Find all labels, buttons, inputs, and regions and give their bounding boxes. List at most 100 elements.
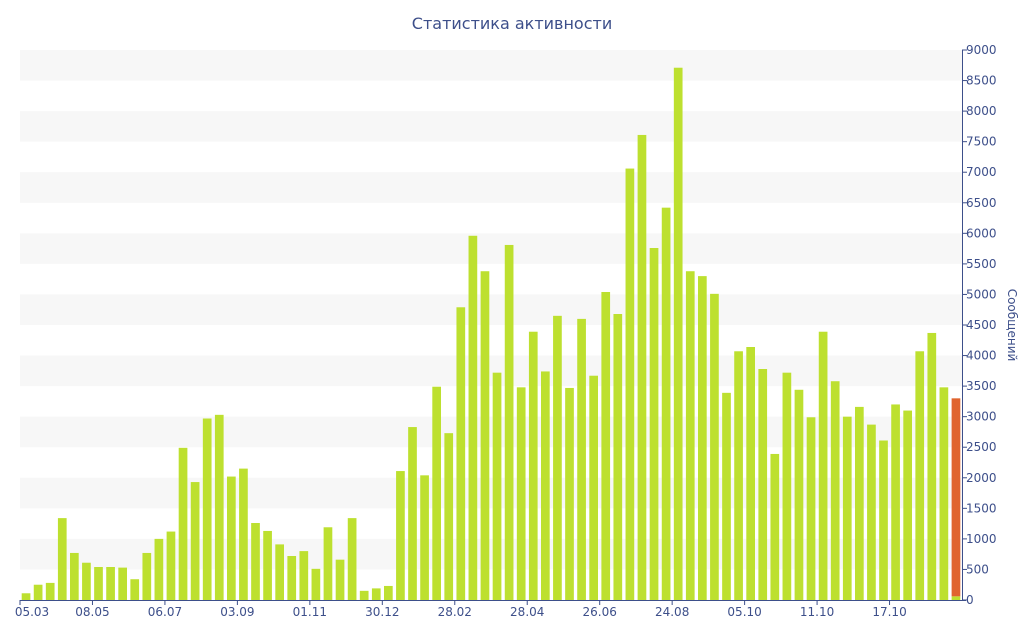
bar[interactable] xyxy=(625,168,635,601)
bar[interactable] xyxy=(359,590,369,600)
bar[interactable] xyxy=(830,381,840,600)
bar[interactable] xyxy=(601,292,611,600)
bar[interactable] xyxy=(299,551,309,600)
bar[interactable] xyxy=(130,579,140,600)
bar[interactable] xyxy=(927,332,937,600)
bar[interactable] xyxy=(553,315,562,600)
bar[interactable] xyxy=(806,417,816,600)
bar[interactable] xyxy=(82,562,91,600)
bar[interactable] xyxy=(794,389,804,600)
bar[interactable] xyxy=(57,518,67,600)
bar[interactable] xyxy=(710,293,719,600)
bar[interactable] xyxy=(311,568,321,600)
bar[interactable] xyxy=(33,584,43,600)
bar[interactable] xyxy=(371,588,381,600)
bar[interactable] xyxy=(154,538,164,600)
bar[interactable] xyxy=(383,585,393,600)
bar[interactable] xyxy=(335,559,345,600)
bar[interactable] xyxy=(251,523,260,600)
bar[interactable] xyxy=(842,416,852,600)
bar[interactable] xyxy=(408,427,417,600)
bar[interactable] xyxy=(226,476,236,600)
bar[interactable] xyxy=(770,453,780,600)
bar[interactable] xyxy=(239,468,248,600)
bar[interactable] xyxy=(637,134,647,600)
bar[interactable] xyxy=(420,475,429,600)
axes-group: 0 500 1000 1500 2000 2500 3000 3500 4000 4500 5000… xyxy=(15,43,997,619)
bar[interactable] xyxy=(565,387,574,600)
y-tick-label: 500 xyxy=(966,562,989,576)
bar[interactable] xyxy=(697,276,707,600)
grid-band xyxy=(20,355,962,387)
bar[interactable] xyxy=(45,582,55,600)
bar[interactable] xyxy=(818,331,828,600)
bar[interactable] xyxy=(480,271,490,600)
bar[interactable] xyxy=(528,331,538,600)
bar[interactable] xyxy=(94,567,103,600)
bar[interactable] xyxy=(661,207,671,600)
bar[interactable] xyxy=(540,371,550,600)
grid-band xyxy=(20,172,962,203)
y-tick-label: 5000 xyxy=(966,287,997,301)
bar[interactable] xyxy=(202,418,212,601)
x-tick-label: 06.07 xyxy=(148,605,182,619)
y-axis-label: Сообщений xyxy=(1005,289,1019,362)
bar[interactable] xyxy=(118,567,128,600)
x-tick-label: 28.02 xyxy=(438,605,472,619)
bar[interactable] xyxy=(21,593,31,600)
x-tick-label: 11.10 xyxy=(800,605,834,619)
bar[interactable] xyxy=(782,372,792,600)
bar[interactable] xyxy=(323,527,333,600)
bar[interactable] xyxy=(903,410,913,600)
x-tick-label: 03.09 xyxy=(220,605,254,619)
bar[interactable] xyxy=(492,372,502,600)
bar[interactable] xyxy=(468,235,478,600)
bar[interactable] xyxy=(649,248,659,600)
bar[interactable] xyxy=(915,351,925,600)
bar[interactable] xyxy=(166,531,176,600)
bar[interactable] xyxy=(178,447,188,600)
bar[interactable] xyxy=(106,567,115,600)
x-tick-label: 17.10 xyxy=(872,605,906,619)
bar[interactable] xyxy=(685,271,695,600)
y-tick-label: 7000 xyxy=(966,165,997,179)
bar[interactable] xyxy=(854,406,864,600)
bar[interactable] xyxy=(758,369,768,600)
bar[interactable] xyxy=(347,518,357,600)
bar[interactable] xyxy=(444,433,454,600)
grid-band xyxy=(20,50,962,81)
bar[interactable] xyxy=(879,440,888,601)
bar[interactable] xyxy=(69,552,79,600)
bar[interactable] xyxy=(142,552,152,600)
bar[interactable] xyxy=(214,414,224,600)
bar[interactable] xyxy=(734,351,743,600)
bar[interactable] xyxy=(613,314,623,600)
y-tick-label: 4500 xyxy=(966,318,997,332)
bar[interactable] xyxy=(396,471,405,600)
bar[interactable] xyxy=(589,375,599,600)
bar[interactable] xyxy=(951,596,961,600)
bar[interactable] xyxy=(432,386,442,600)
x-tick-label: 05.10 xyxy=(727,605,761,619)
bar[interactable] xyxy=(287,556,297,600)
chart-title: Статистика активности xyxy=(411,14,613,33)
y-tick-label: 6500 xyxy=(966,196,997,210)
bar[interactable] xyxy=(516,387,526,600)
bar[interactable] xyxy=(867,424,876,600)
bar[interactable] xyxy=(577,318,586,600)
y-tick-label: 6000 xyxy=(966,226,997,240)
bar[interactable] xyxy=(456,307,466,600)
bar[interactable] xyxy=(190,482,200,600)
bar[interactable] xyxy=(746,347,756,600)
bar[interactable] xyxy=(722,392,731,600)
bar[interactable] xyxy=(275,544,285,600)
bar[interactable] xyxy=(504,244,514,600)
bar[interactable] xyxy=(891,404,900,600)
bar[interactable] xyxy=(673,67,683,600)
bar[interactable] xyxy=(939,387,949,600)
grid-band xyxy=(20,294,962,325)
bar[interactable] xyxy=(951,398,961,597)
bar[interactable] xyxy=(263,530,272,600)
